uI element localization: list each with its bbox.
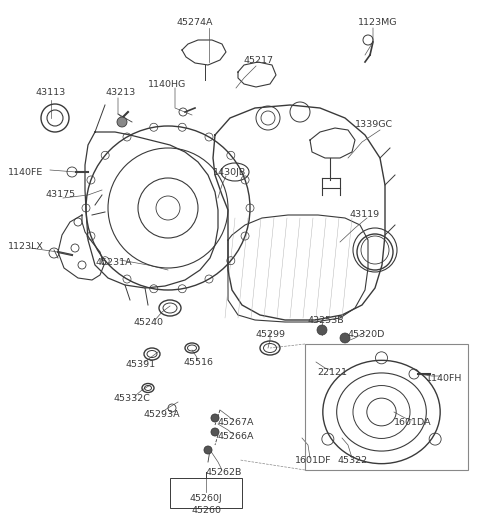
Text: 45217: 45217	[243, 56, 273, 65]
Text: 45293A: 45293A	[143, 410, 180, 419]
Text: 45299: 45299	[255, 330, 285, 339]
Text: 43119: 43119	[350, 210, 380, 219]
Circle shape	[204, 446, 212, 454]
Text: 22121: 22121	[317, 368, 347, 377]
Text: 43113: 43113	[35, 88, 65, 97]
Text: 1140HG: 1140HG	[148, 80, 186, 89]
Text: 45231A: 45231A	[95, 258, 132, 267]
Text: 45516: 45516	[183, 358, 213, 367]
Text: 45260J: 45260J	[190, 494, 222, 503]
Text: 45322: 45322	[338, 456, 368, 465]
Text: 43213: 43213	[105, 88, 135, 97]
Text: 43175: 43175	[46, 190, 76, 199]
Text: 45332C: 45332C	[113, 394, 150, 403]
Text: 43253B: 43253B	[307, 316, 344, 325]
Text: 45260: 45260	[191, 506, 221, 515]
Text: 45267A: 45267A	[217, 418, 253, 427]
Text: 1430JB: 1430JB	[213, 168, 246, 177]
Text: 1339GC: 1339GC	[355, 120, 393, 129]
Circle shape	[340, 333, 350, 343]
Circle shape	[317, 325, 327, 335]
Text: 1123MG: 1123MG	[358, 18, 397, 27]
Text: 1601DA: 1601DA	[394, 418, 432, 427]
Bar	[305, 344, 468, 470]
Circle shape	[117, 117, 127, 127]
Text: 1123LX: 1123LX	[8, 242, 44, 251]
Text: 45240: 45240	[133, 318, 163, 327]
Text: 45320D: 45320D	[348, 330, 385, 339]
Circle shape	[211, 428, 219, 436]
Text: 1140FE: 1140FE	[8, 168, 43, 177]
Text: 1601DF: 1601DF	[295, 456, 332, 465]
Bar	[170, 478, 242, 508]
Circle shape	[211, 414, 219, 422]
Text: 45391: 45391	[126, 360, 156, 369]
Text: 45266A: 45266A	[217, 432, 253, 441]
Text: 45274A: 45274A	[177, 18, 213, 27]
Text: 45262B: 45262B	[206, 468, 242, 477]
Text: 1140FH: 1140FH	[426, 374, 462, 383]
